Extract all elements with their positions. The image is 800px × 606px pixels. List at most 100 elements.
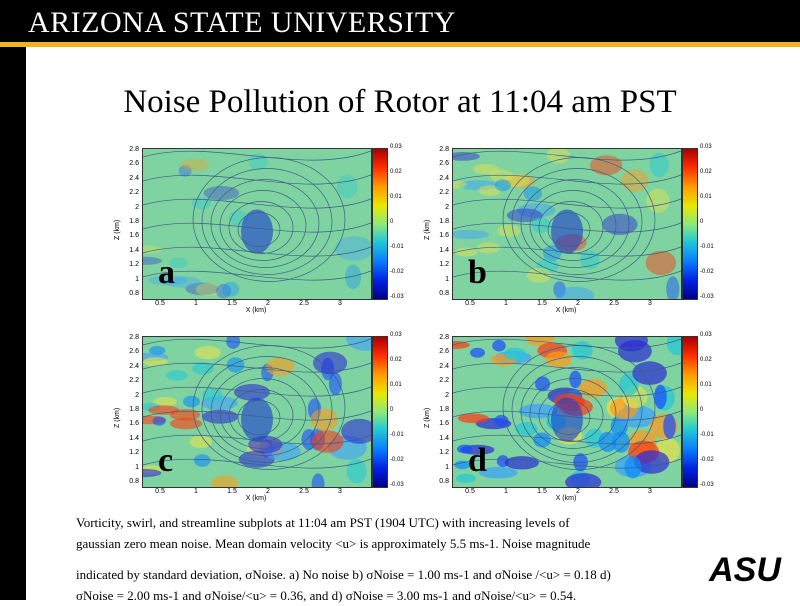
- colorbar-tick-label: 0.02: [390, 169, 402, 175]
- y-tick-label: 2.8: [129, 334, 139, 341]
- y-tick-label: 1: [135, 275, 139, 283]
- x-tick-label: 2.5: [299, 300, 309, 307]
- y-axis-label: Z (km): [114, 407, 121, 428]
- panel-letter: a: [158, 254, 175, 291]
- vorticity-plot: [142, 148, 372, 300]
- colorbar-tick-label: -0.02: [390, 457, 404, 463]
- x-tick-label: 2: [576, 488, 580, 495]
- slide-title: Noise Pollution of Rotor at 11:04 am PST: [123, 84, 677, 120]
- x-tick-label: 2.5: [609, 300, 619, 307]
- y-tick-label: 1: [135, 463, 139, 471]
- x-axis-label: X (km): [245, 495, 267, 502]
- colorbar-tick-label: -0.01: [700, 432, 714, 438]
- y-tick-label: 1: [445, 463, 449, 471]
- vorticity-plot: [142, 336, 372, 488]
- header-bar: ARIZONA STATE UNIVERSITY: [0, 0, 800, 42]
- y-tick-label: 2.2: [129, 189, 139, 197]
- streamlines: [453, 338, 681, 470]
- y-tick-label: 1.8: [129, 406, 139, 413]
- y-tick-label: 1.6: [439, 232, 449, 240]
- y-tick-label: 1.4: [439, 434, 449, 442]
- x-tick-label: 1: [504, 300, 508, 307]
- colorbar-tick-label: 0: [700, 407, 704, 413]
- y-tick-label: 1.6: [439, 420, 449, 428]
- y-axis-label: Z (km): [114, 219, 121, 240]
- y-tick-label: 2: [135, 391, 139, 399]
- y-tick-label: 2.2: [439, 189, 449, 197]
- figure-caption: Vorticity, swirl, and streamline subplot…: [76, 512, 716, 606]
- y-tick-label: 1.2: [439, 261, 449, 269]
- colorbar-tick-label: 0.02: [390, 357, 402, 363]
- y-tick-label: 0.8: [129, 290, 139, 297]
- colorbar-tick-label: 0.01: [700, 382, 712, 388]
- colorbar-tick-label: -0.03: [700, 482, 714, 488]
- y-tick-label: 2: [445, 203, 449, 211]
- y-tick-label: 1.2: [439, 449, 449, 457]
- colorbar-tick-label: -0.02: [390, 269, 404, 275]
- x-tick-label: 3: [648, 300, 652, 307]
- colorbar-tick-label: -0.01: [700, 244, 714, 250]
- caption-line-4: σNoise = 2.00 ms-1 and σNoise/<u> = 0.36…: [76, 588, 577, 603]
- colorbar-tick-label: 0.01: [700, 194, 712, 200]
- streamlines: [143, 338, 371, 470]
- y-tick-label: 2.8: [129, 146, 139, 153]
- asu-logo-text: ASU: [708, 551, 782, 588]
- asu-logo: ASU: [708, 551, 782, 588]
- x-axis-label: X (km): [555, 495, 577, 502]
- colorbar-tick-label: 0.01: [390, 194, 402, 200]
- y-tick-label: 2.8: [439, 146, 449, 153]
- x-tick-label: 0.5: [465, 488, 475, 495]
- y-axis-label: Z (km): [424, 219, 431, 240]
- colorbar: [372, 148, 388, 300]
- y-tick-label: 2.4: [439, 174, 449, 182]
- colorbar-tick-label: 0.03: [390, 144, 402, 150]
- x-tick-label: 2: [266, 488, 270, 495]
- colorbar-tick-label: 0.02: [700, 357, 712, 363]
- x-tick-label: 1.5: [227, 300, 237, 307]
- header-accent-line: [0, 42, 800, 47]
- x-tick-label: 1: [194, 488, 198, 495]
- vorticity-plot: [452, 336, 682, 488]
- colorbar-tick-label: 0: [390, 407, 394, 413]
- y-tick-label: 1.4: [129, 434, 139, 442]
- y-tick-label: 2.4: [129, 174, 139, 182]
- x-tick-label: 2.5: [299, 488, 309, 495]
- y-tick-label: 1.8: [129, 218, 139, 225]
- y-tick-label: 2.2: [439, 377, 449, 385]
- colorbar-tick-label: -0.03: [390, 482, 404, 488]
- y-tick-label: 1.8: [439, 218, 449, 225]
- panel-letter: d: [468, 442, 487, 479]
- caption-line-1: Vorticity, swirl, and streamline subplot…: [76, 515, 570, 530]
- y-tick-label: 1.2: [129, 449, 139, 457]
- colorbar: [682, 336, 698, 488]
- y-tick-label: 1: [445, 275, 449, 283]
- colorbar-tick-label: 0.01: [390, 382, 402, 388]
- vorticity-field: [453, 149, 681, 299]
- colorbar-tick-label: -0.03: [390, 294, 404, 300]
- x-tick-label: 0.5: [155, 300, 165, 307]
- panel-letter: b: [468, 254, 487, 291]
- x-tick-label: 1.5: [537, 300, 547, 307]
- x-tick-label: 2: [266, 300, 270, 307]
- colorbar-tick-label: 0: [390, 219, 394, 225]
- left-side-bar: [0, 47, 26, 600]
- y-tick-label: 1.6: [129, 420, 139, 428]
- colorbar-tick-label: 0.02: [700, 169, 712, 175]
- y-tick-label: 2.2: [129, 377, 139, 385]
- y-tick-label: 0.8: [129, 478, 139, 485]
- colorbar-tick-label: -0.02: [700, 269, 714, 275]
- x-axis-label: X (km): [245, 307, 267, 314]
- x-tick-label: 1: [194, 300, 198, 307]
- y-tick-label: 2.6: [129, 160, 139, 168]
- x-tick-label: 1: [504, 488, 508, 495]
- streamlines: [143, 150, 371, 282]
- colorbar: [372, 336, 388, 488]
- vorticity-plot: [452, 148, 682, 300]
- vorticity-field: [453, 337, 681, 487]
- colorbar-tick-label: 0.03: [390, 332, 402, 338]
- colorbar-tick-label: 0.03: [700, 144, 712, 150]
- y-tick-label: 2.4: [439, 362, 449, 370]
- y-axis-label: Z (km): [424, 407, 431, 428]
- university-name: ARIZONA STATE UNIVERSITY: [28, 6, 456, 39]
- colorbar-tick-label: 0: [700, 219, 704, 225]
